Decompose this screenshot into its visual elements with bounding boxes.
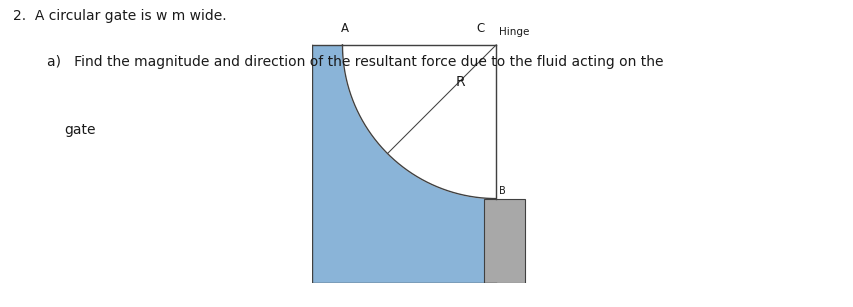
- Polygon shape: [342, 45, 496, 199]
- Bar: [484, 199, 525, 283]
- Text: gate: gate: [64, 123, 96, 137]
- Bar: [311, 45, 496, 283]
- Text: Hinge: Hinge: [498, 27, 529, 37]
- Text: 2.  A circular gate is w m wide.: 2. A circular gate is w m wide.: [13, 9, 226, 23]
- Text: a)   Find the magnitude and direction of the resultant force due to the fluid ac: a) Find the magnitude and direction of t…: [47, 55, 663, 69]
- Text: B: B: [498, 186, 505, 196]
- Text: A: A: [340, 21, 349, 35]
- Text: C: C: [476, 21, 485, 35]
- Text: R: R: [456, 75, 465, 88]
